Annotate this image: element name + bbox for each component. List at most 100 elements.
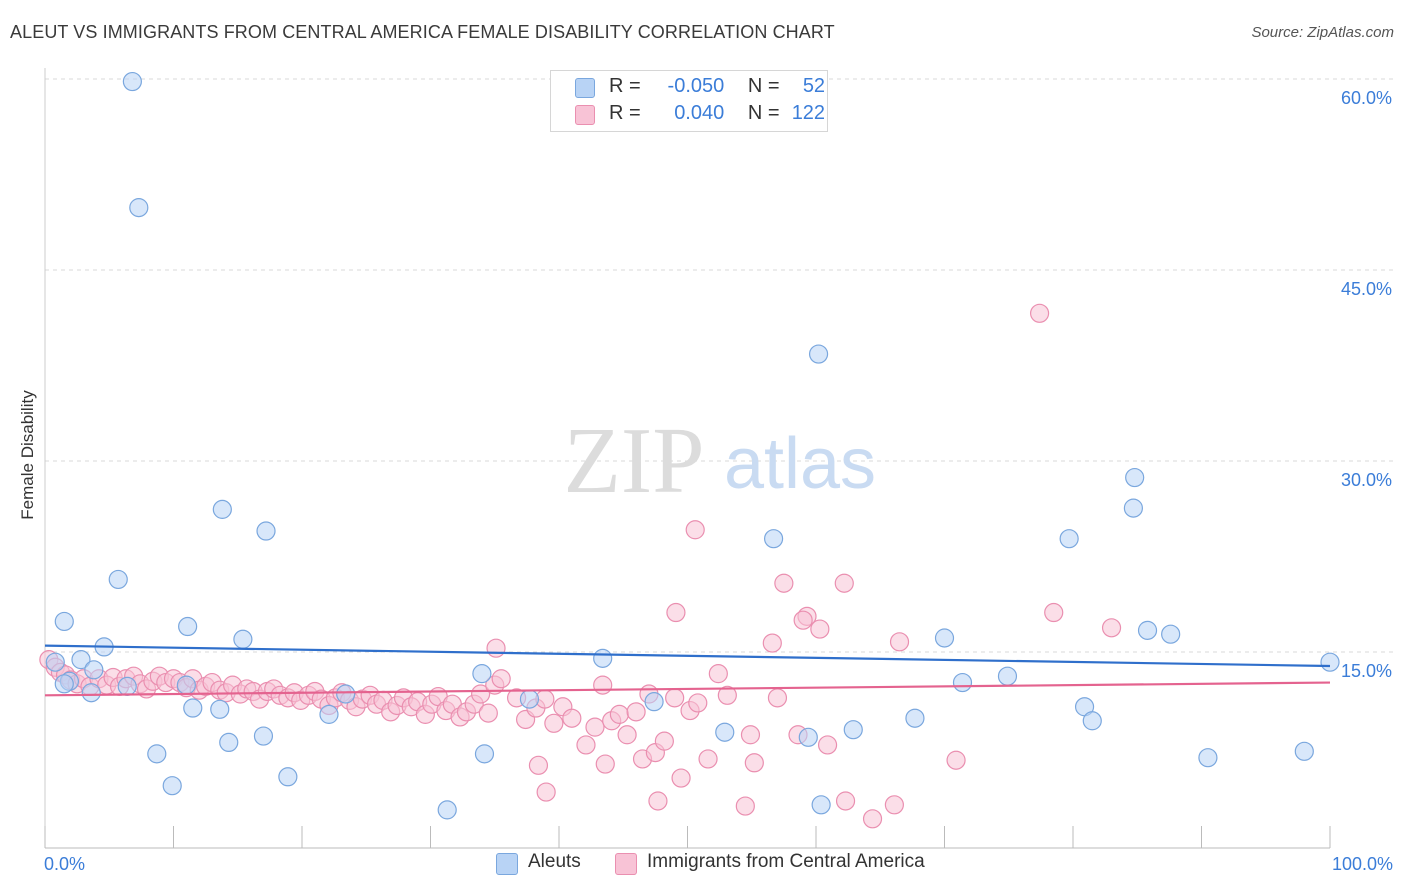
trend-lines — [44, 644, 1331, 697]
aleut-point — [278, 767, 298, 787]
bottom-legend-swatch-central-america — [615, 853, 637, 875]
central-america-point — [654, 731, 674, 751]
aleut-point — [843, 720, 863, 740]
legend-text-aleuts: R = -0.050 N = 52 — [609, 75, 825, 98]
aleut-point — [1320, 652, 1340, 672]
central-america-point — [708, 664, 728, 684]
aleut-point — [176, 675, 196, 695]
bottom-legend-swatch-aleuts — [496, 853, 518, 875]
aleut-point — [715, 722, 735, 742]
central-america-point — [595, 754, 615, 774]
central-america-point — [817, 735, 838, 755]
n-label: N = — [747, 102, 780, 124]
legend-swatch-aleuts — [575, 78, 595, 98]
aleut-point — [1161, 624, 1181, 644]
r-value: -0.050 — [667, 75, 725, 97]
central-america-point — [665, 688, 685, 708]
aleut-point — [593, 648, 613, 668]
central-america-point — [626, 702, 646, 722]
central-america-point — [884, 795, 904, 815]
aleut-point — [178, 616, 198, 637]
source-label: Source: ZipAtlas.com — [1251, 24, 1394, 41]
aleut-point — [952, 672, 973, 693]
bottom-legend-label-central-america: Immigrants from Central America — [647, 851, 925, 872]
central-america-point — [576, 735, 596, 755]
axes — [44, 68, 1331, 849]
central-america-point — [762, 633, 782, 653]
aleut-point — [437, 800, 457, 820]
aleut-point — [1123, 498, 1143, 518]
central-america-point — [562, 708, 582, 728]
watermark-atlas: atlas — [724, 424, 876, 504]
aleut-point — [808, 344, 829, 364]
n-label: N = — [747, 75, 780, 97]
bottom-legend-aleuts: Aleuts — [496, 851, 616, 875]
aleut-point — [1198, 748, 1218, 768]
central-america-point — [793, 610, 813, 630]
bottom-legend-label-aleuts: Aleuts — [528, 851, 581, 872]
central-america-point — [1029, 303, 1050, 323]
aleut-point — [644, 692, 664, 712]
central-america-point — [593, 675, 613, 695]
central-america-point — [767, 688, 788, 708]
aleut-point — [934, 628, 955, 648]
aleut-point — [219, 732, 239, 753]
watermark-zip: ZIP — [564, 409, 705, 513]
central-america-point — [666, 602, 686, 623]
central-america-point — [810, 619, 830, 639]
r-value: 0.040 — [674, 102, 725, 124]
central-america-point — [862, 809, 883, 829]
aleut-point — [162, 776, 182, 796]
aleut-point — [798, 727, 818, 747]
central-america-point — [478, 703, 498, 723]
aleut-point — [108, 569, 128, 590]
y-axis-label: Female Disability — [18, 390, 37, 520]
aleut-point — [519, 689, 540, 709]
aleut-point — [1137, 620, 1158, 640]
aleut-point — [122, 71, 142, 92]
correlation-legend: R = -0.050 N = 52 R = 0.040 N = 122 — [550, 70, 828, 132]
aleut-point — [253, 726, 274, 746]
aleut-point — [256, 521, 276, 541]
central-america-point — [774, 573, 794, 593]
aleut-point — [811, 795, 831, 815]
y-tick-label: 45.0% — [1341, 279, 1392, 299]
central-america-point — [834, 573, 854, 593]
aleut-point — [997, 666, 1018, 686]
aleut-point — [336, 684, 356, 704]
aleut-point — [147, 744, 167, 764]
aleut-point — [474, 744, 495, 764]
legend-text-central-america: R = 0.040 N = 122 — [609, 102, 825, 125]
central-america-trend-line — [44, 681, 1331, 697]
central-america-point — [744, 753, 764, 773]
chart-title: ALEUT VS IMMIGRANTS FROM CENTRAL AMERICA… — [10, 22, 835, 42]
central-america-point — [685, 520, 705, 540]
legend-swatch-central-america — [575, 105, 595, 125]
central-america-point — [471, 684, 491, 704]
central-america-point — [648, 791, 668, 811]
aleut-point — [45, 652, 65, 672]
central-america-point — [528, 755, 549, 775]
central-america-point — [740, 725, 761, 745]
y-tick-label: 30.0% — [1341, 470, 1392, 490]
watermark: ZIP atlas — [564, 409, 877, 513]
aleut-point — [81, 683, 101, 703]
aleut-point — [233, 629, 253, 649]
aleut-trend-line — [44, 644, 1331, 668]
aleut-point — [54, 611, 74, 632]
r-label: R = — [609, 102, 641, 124]
central-america-point — [698, 749, 718, 769]
aleut-point — [84, 660, 104, 680]
central-america-point — [609, 704, 629, 724]
y-tick-label: 15.0% — [1341, 661, 1392, 681]
central-america-point — [735, 796, 755, 816]
aleut-point — [117, 676, 137, 696]
grid-lines — [45, 78, 1395, 653]
x-tick-label: 100.0% — [1332, 854, 1393, 874]
y-tick-label: 60.0% — [1341, 88, 1392, 108]
central-america-point — [717, 685, 737, 705]
central-america-point — [585, 717, 605, 737]
aleut-point — [129, 198, 149, 218]
aleut-point — [71, 650, 91, 670]
